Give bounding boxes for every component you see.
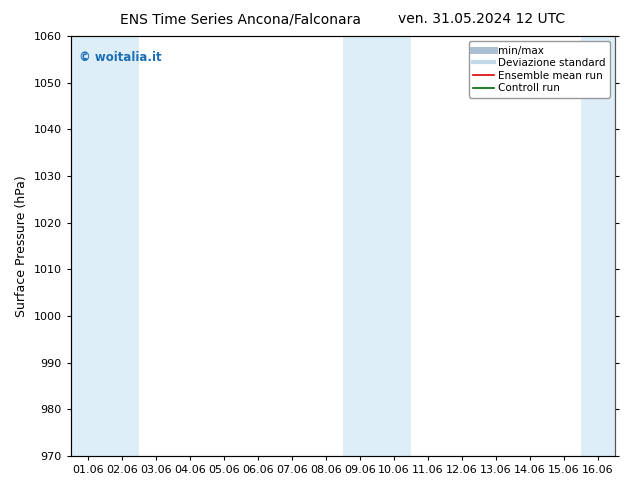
Y-axis label: Surface Pressure (hPa): Surface Pressure (hPa) bbox=[15, 175, 28, 317]
Text: © woitalia.it: © woitalia.it bbox=[79, 51, 162, 64]
Text: ENS Time Series Ancona/Falconara: ENS Time Series Ancona/Falconara bbox=[120, 12, 361, 26]
Bar bbox=[343, 36, 411, 456]
Bar bbox=[71, 36, 139, 456]
Legend: min/max, Deviazione standard, Ensemble mean run, Controll run: min/max, Deviazione standard, Ensemble m… bbox=[469, 41, 610, 98]
Text: ven. 31.05.2024 12 UTC: ven. 31.05.2024 12 UTC bbox=[398, 12, 566, 26]
Bar bbox=[581, 36, 632, 456]
